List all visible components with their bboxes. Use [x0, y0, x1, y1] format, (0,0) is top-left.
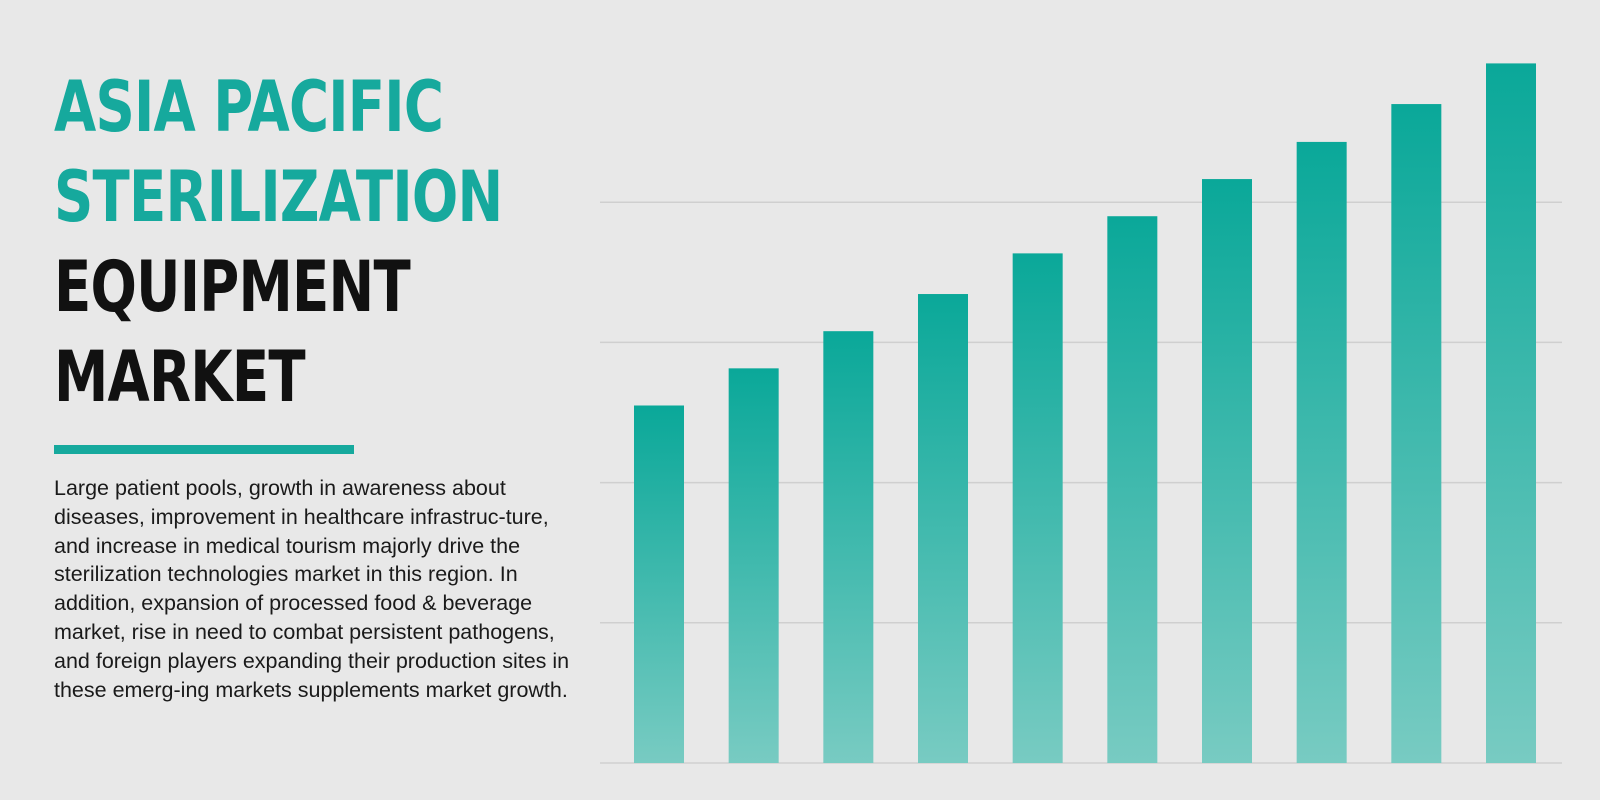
title-line-1: ASIA PACIFIC: [54, 66, 444, 148]
bar-2: [728, 368, 779, 763]
bar-6: [1107, 216, 1158, 764]
bar-10: [1486, 63, 1536, 764]
bar-7: [1202, 179, 1252, 763]
title-block: ASIA PACIFIC STERILIZATION EQUIPMENT MAR…: [54, 62, 554, 422]
bar-3: [823, 331, 874, 763]
title-line-4: MARKET: [54, 336, 306, 418]
title-line-3: EQUIPMENT: [54, 246, 411, 328]
bar-4: [918, 294, 968, 763]
bars: [634, 63, 1536, 764]
bar-9: [1391, 104, 1442, 763]
title-line-2: STERILIZATION: [54, 156, 503, 238]
bar-5: [1012, 253, 1063, 764]
bar-1: [634, 405, 684, 763]
description-text: Large patient pools, growth in awareness…: [54, 476, 570, 702]
bar-8: [1296, 141, 1347, 763]
title-divider: [54, 445, 354, 454]
